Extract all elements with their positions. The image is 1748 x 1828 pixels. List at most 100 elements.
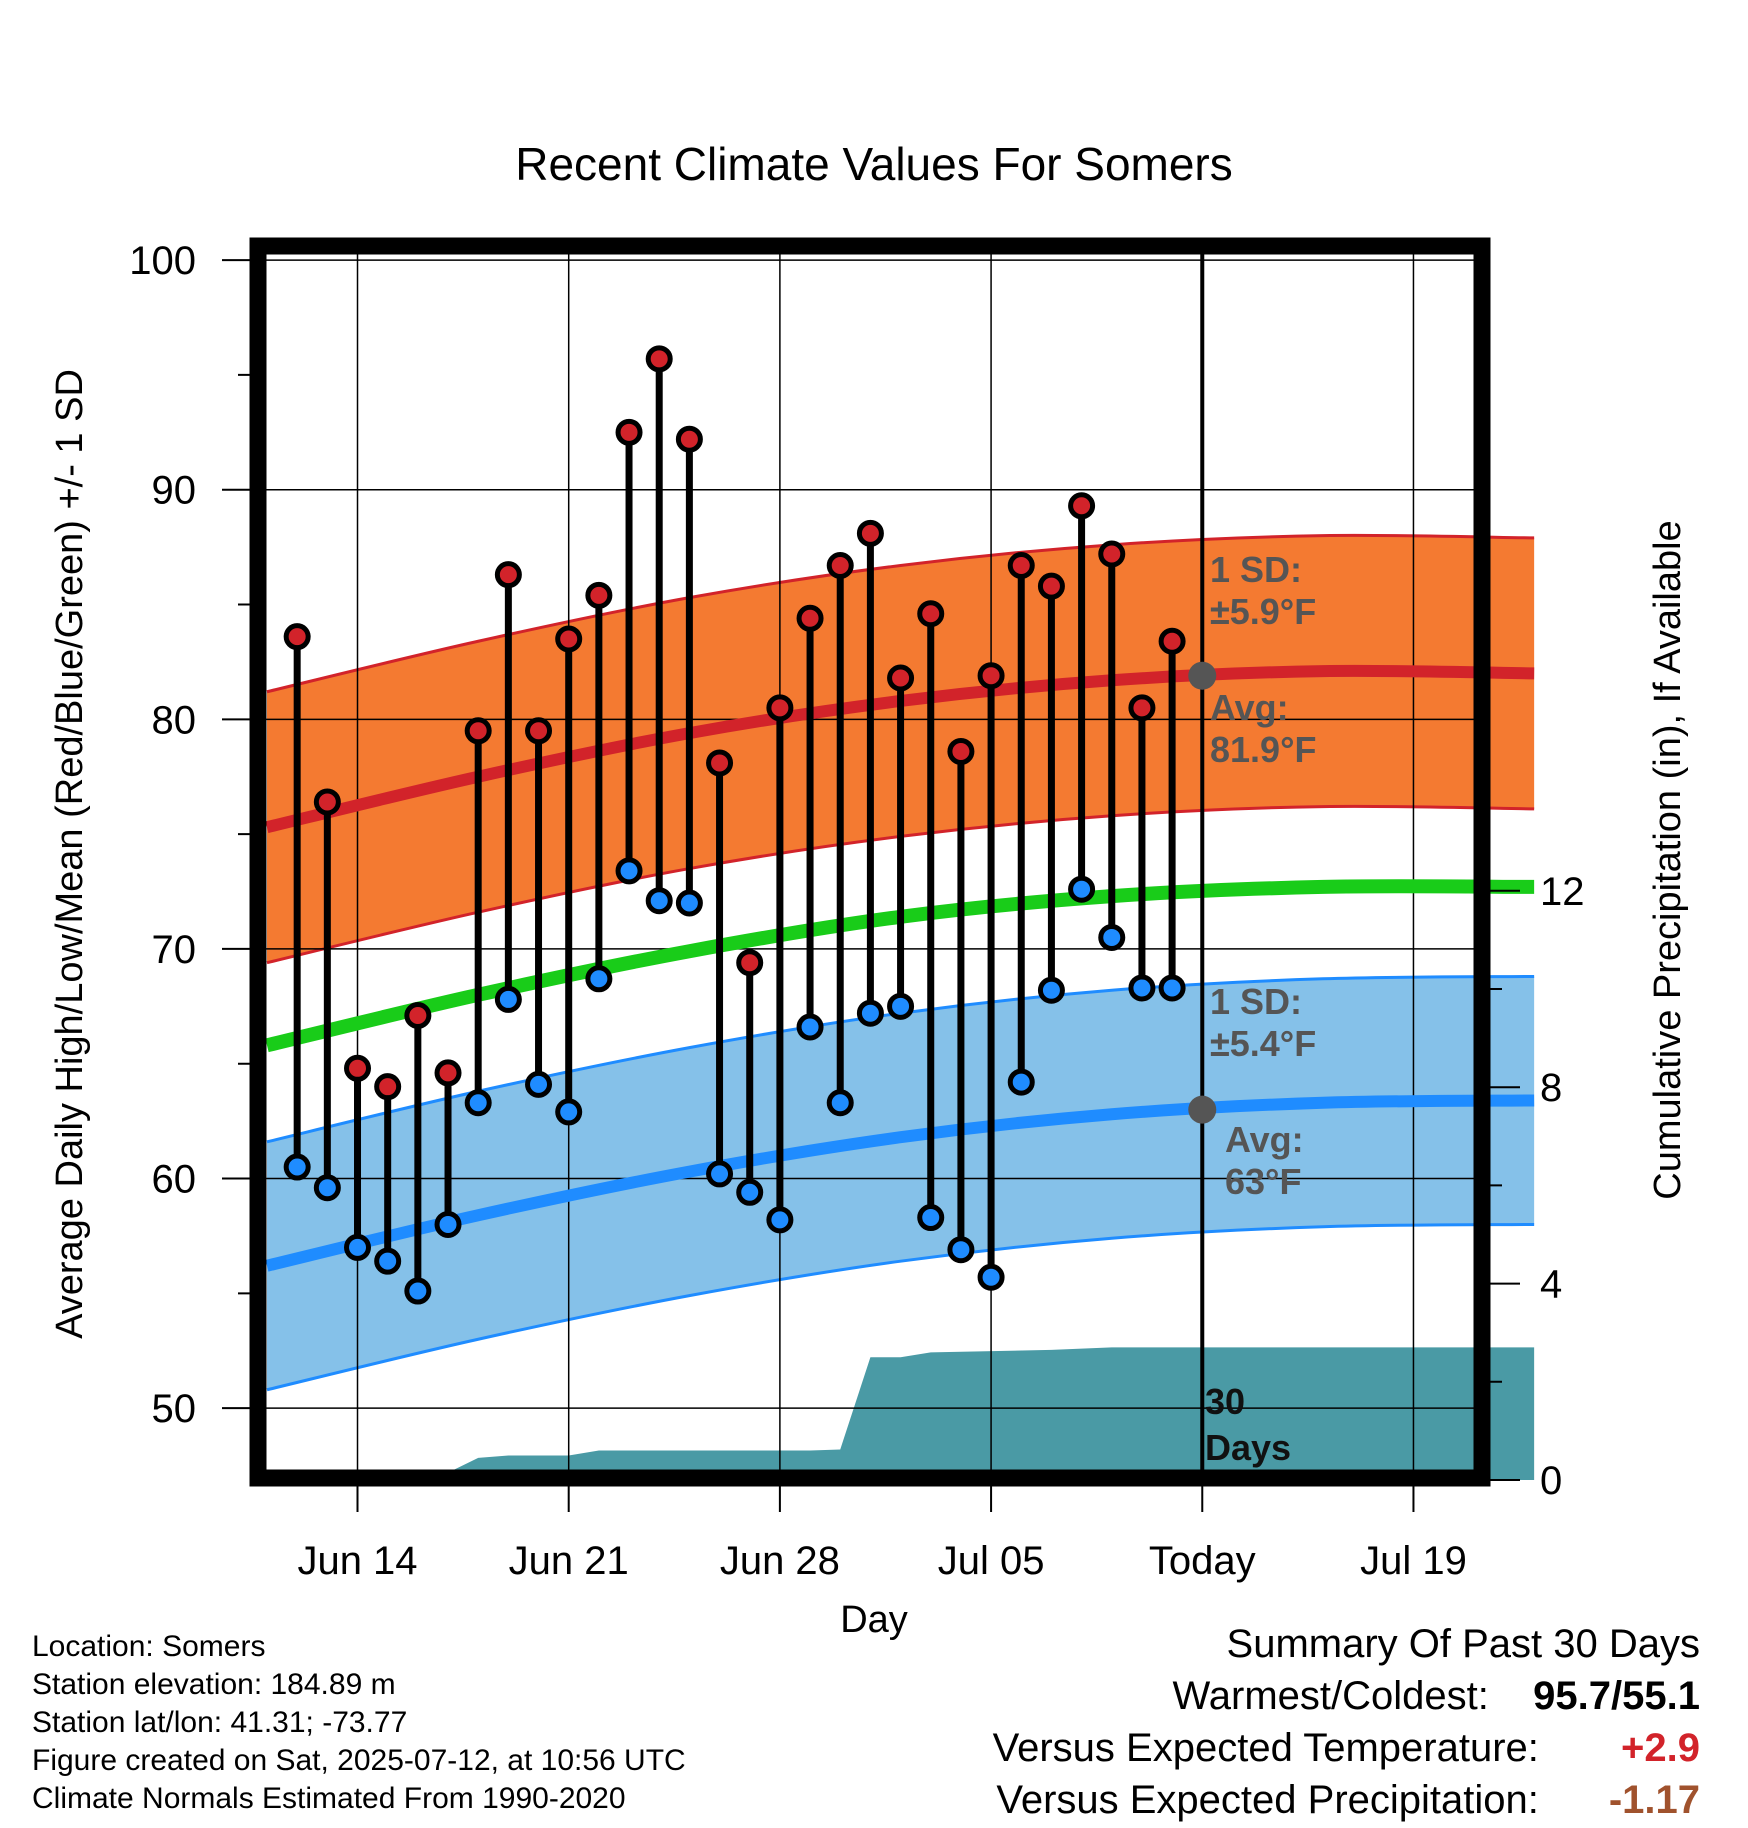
low-point-2025-07-11 [1158,974,1186,1002]
low-avg-value: 63°F [1225,1161,1301,1202]
summary-warm-cold: Warmest/Coldest: 95.7/55.1 [993,1670,1701,1722]
high-point-2025-07-03 [917,600,945,628]
high-point-2025-07-04 [947,737,975,765]
high-point-2025-06-23 [615,418,643,446]
plot-frame [249,237,1491,1487]
low-point-2025-06-17 [434,1210,462,1238]
low-point-2025-07-04 [947,1236,975,1264]
high-sd-value: ±5.9°F [1210,591,1316,632]
days-label-word: Days [1205,1427,1291,1468]
precip-area [267,1347,1535,1480]
high-low-stems [293,358,1176,1292]
normal-low-line [265,1094,1535,1272]
high-point-2025-06-15 [374,1073,402,1101]
low-point-2025-06-19 [494,985,522,1013]
y2-tick-label: 4 [1540,1263,1562,1307]
low-point-2025-07-05 [977,1263,1005,1291]
today-layer [1188,246,1217,1478]
high-point-2025-06-12 [283,623,311,651]
high-point-2025-06-20 [525,717,553,745]
y2-tick-label: 12 [1540,870,1585,914]
low-point-2025-06-23 [615,857,643,885]
x-tick-label: Jun 14 [297,1539,417,1583]
high-point-2025-06-18 [464,717,492,745]
summary-heading: Summary Of Past 30 Days [1226,1622,1700,1666]
high-point-2025-06-25 [675,425,703,453]
summary-temp: Versus Expected Temperature: +2.9 [993,1722,1700,1774]
station-info: Location: Somers Station elevation: 184.… [32,1628,686,1818]
low-sd-value: ±5.4°F [1210,1023,1316,1064]
today-high-avg-marker [1188,661,1217,690]
high-point-2025-06-21 [555,625,583,653]
info-elevation: Station elevation: 184.89 m [32,1668,396,1701]
x-tick-label: Jun 21 [509,1539,629,1583]
low-point-2025-07-08 [1068,875,1096,903]
low-point-2025-06-14 [344,1233,372,1261]
y2-tick-label: 8 [1540,1066,1562,1110]
annotations: 1 SD: ±5.9°F Avg: 81.9°F 1 SD: ±5.4°F Av… [1205,549,1316,1468]
high-point-2025-06-13 [313,788,341,816]
warm-cold-value: 95.7/55.1 [1533,1674,1700,1718]
y2-axis-label: Cumulative Precipitation (in), If Availa… [1647,520,1689,1199]
info-location: Location: Somers [32,1630,266,1663]
high-point-2025-07-08 [1068,492,1096,520]
y-tick-label: 100 [129,239,196,283]
high-point-2025-06-17 [434,1059,462,1087]
chart-title: Recent Climate Values For Somers [515,138,1233,190]
low-point-2025-07-03 [917,1204,945,1232]
low-sd-band [267,976,1535,1390]
high-low-points [283,345,1186,1305]
info-latlon: Station lat/lon: 41.31; -73.77 [32,1706,408,1739]
high-point-2025-06-29 [796,604,824,632]
high-point-2025-06-26 [706,749,734,777]
low-point-2025-07-06 [1007,1068,1035,1096]
high-point-2025-07-02 [887,664,915,692]
low-point-2025-06-25 [675,889,703,917]
days-label-number: 30 [1205,1381,1245,1422]
y-tick-label: 60 [152,1158,197,1202]
high-point-2025-06-19 [494,561,522,589]
low-point-2025-06-16 [404,1277,432,1305]
low-point-2025-07-02 [887,992,915,1020]
high-point-2025-07-11 [1158,627,1186,655]
low-point-2025-06-15 [374,1247,402,1275]
y2-tick-label: 0 [1540,1459,1562,1503]
high-point-2025-06-27 [736,949,764,977]
temp-label: Versus Expected Temperature: [992,1726,1539,1770]
high-band-upper-edge [266,533,1535,694]
temp-value: +2.9 [1621,1726,1700,1770]
high-point-2025-07-06 [1007,551,1035,579]
low-point-2025-06-29 [796,1013,824,1041]
warm-cold-label: Warmest/Coldest: [1172,1674,1489,1718]
high-point-2025-06-14 [344,1054,372,1082]
info-normals: Climate Normals Estimated From 1990-2020 [32,1782,626,1815]
low-point-2025-06-12 [283,1153,311,1181]
low-point-2025-06-21 [555,1098,583,1126]
low-point-2025-07-10 [1128,974,1156,1002]
high-point-2025-06-16 [404,1002,432,1030]
low-point-2025-06-27 [736,1178,764,1206]
low-point-2025-07-09 [1098,923,1126,951]
x-tick-label: Jul 05 [938,1539,1045,1583]
low-point-2025-06-13 [313,1174,341,1202]
summary-panel: Summary Of Past 30 Days Warmest/Coldest:… [993,1618,1700,1826]
high-sd-label: 1 SD: [1210,549,1302,590]
low-point-2025-06-26 [706,1160,734,1188]
today-low-avg-marker [1188,1095,1217,1124]
x-axis-label: Day [840,1599,908,1641]
x-tick-label: Today [1149,1539,1256,1583]
high-avg-label: Avg: [1210,687,1289,728]
low-point-2025-06-28 [766,1206,794,1234]
x-tick-label: Jun 28 [720,1539,840,1583]
precip-layer [267,1347,1535,1480]
high-point-2025-06-28 [766,694,794,722]
high-point-2025-07-01 [856,519,884,547]
y-tick-label: 50 [152,1387,197,1431]
high-point-2025-07-10 [1128,694,1156,722]
low-point-2025-06-18 [464,1089,492,1117]
info-created: Figure created on Sat, 2025-07-12, at 10… [32,1744,686,1777]
axes: 50 60 70 80 90 100 0 4 8 12 Jun 14 Jun 21 Jun 28 Jul … [129,239,1584,1583]
plot-border [249,237,1491,1487]
precip-value: -1.17 [1608,1778,1700,1822]
